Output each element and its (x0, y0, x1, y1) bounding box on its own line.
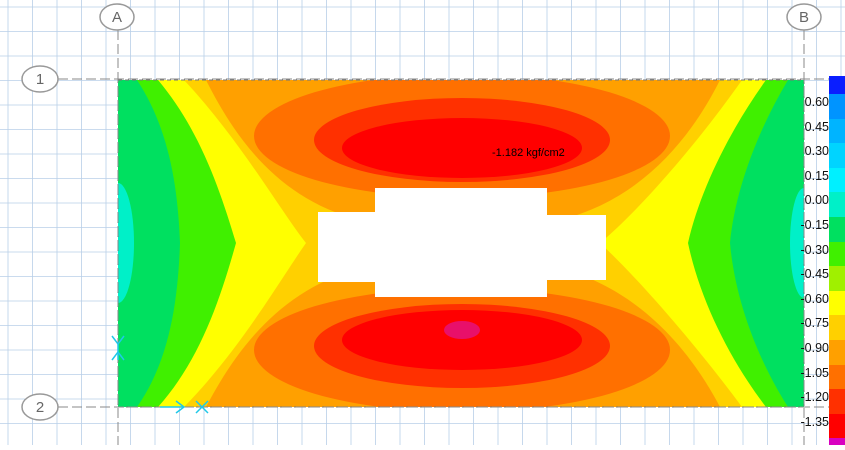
legend-label: -1.05 (800, 365, 830, 380)
legend-label: -1.20 (800, 390, 830, 405)
slab-opening (318, 188, 606, 297)
grid-bubble-a-label: A (112, 9, 122, 26)
grid-bubble-2[interactable]: 2 (21, 393, 59, 421)
legend-swatch (829, 118, 845, 144)
legend-label: 0.60 (804, 95, 829, 109)
grid-bubble-1-label: 1 (36, 71, 44, 88)
legend-label: 0.30 (804, 144, 829, 159)
legend-label: -0.15 (800, 218, 830, 232)
slab-contour (118, 80, 804, 407)
grid-bubble-2-label: 2 (36, 399, 44, 416)
legend-label: -0.60 (800, 291, 830, 306)
grid-bubble-b-label: B (799, 9, 809, 26)
legend-swatch (829, 413, 845, 439)
legend-swatch (829, 364, 845, 390)
grid-bubble-b[interactable]: B (786, 3, 822, 31)
legend-swatch (829, 315, 845, 340)
legend-swatch (829, 266, 845, 291)
legend-swatch (829, 241, 845, 267)
legend-swatch (829, 167, 845, 193)
peak-stress-spot (444, 321, 480, 339)
legend-label: -0.30 (800, 242, 830, 257)
legend-label: 0.15 (804, 168, 829, 183)
legend-swatch (829, 389, 845, 414)
legend-label: 0.45 (804, 119, 829, 134)
legend-label: -0.45 (800, 267, 830, 282)
legend-swatch (829, 94, 845, 119)
legend-swatch (829, 192, 845, 217)
legend-swatch-top (829, 76, 845, 94)
support-marker-left (111, 335, 125, 361)
legend-swatch (829, 340, 845, 365)
legend-swatch (829, 290, 845, 316)
legend-swatch (829, 143, 845, 168)
grid-bubble-1[interactable]: 1 (21, 65, 59, 93)
support-marker-bottom (160, 400, 209, 414)
legend-label: -1.35 (800, 414, 830, 429)
legend-label: -0.90 (800, 341, 830, 355)
legend-label: 0.00 (804, 193, 829, 208)
grid-bubble-a[interactable]: A (99, 3, 135, 31)
stress-value-label: -1.182 kgf/cm2 (492, 147, 565, 159)
legend-swatch-bottom (829, 438, 845, 445)
legend-label: -0.75 (800, 316, 830, 331)
legend-swatch (829, 217, 845, 242)
